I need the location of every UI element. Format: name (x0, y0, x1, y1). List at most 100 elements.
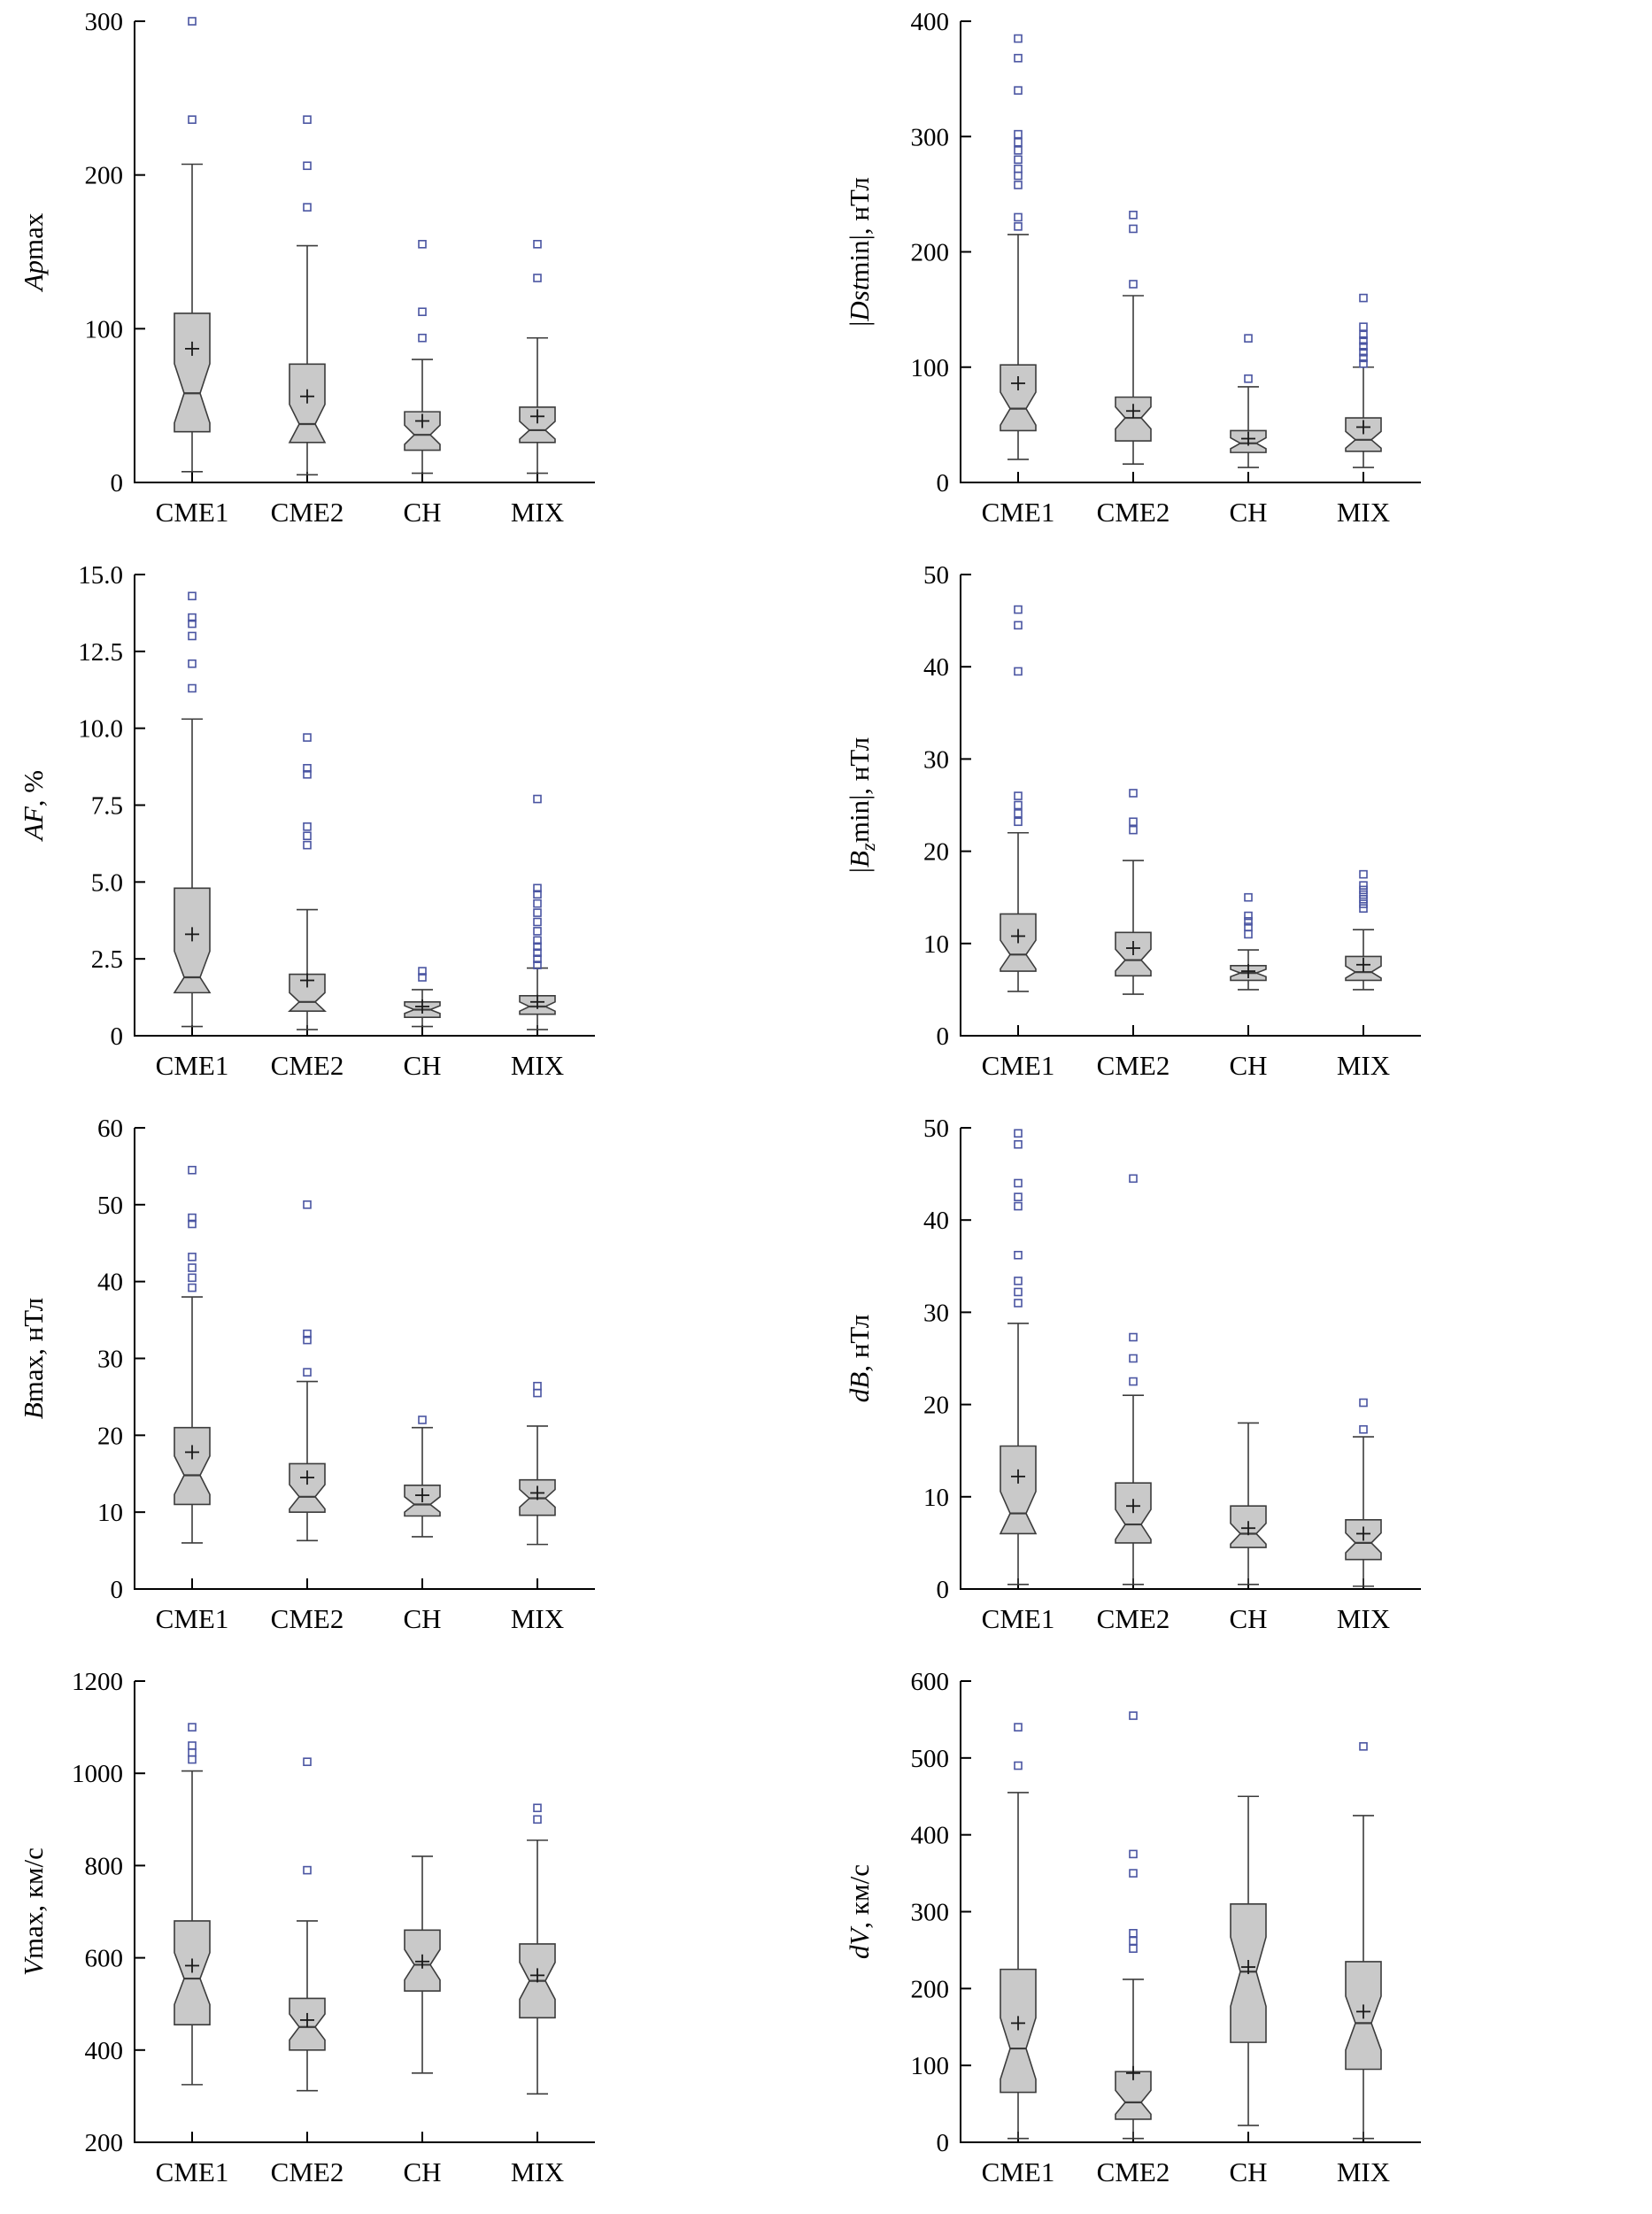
svg-text:200: 200 (85, 162, 124, 190)
svg-text:CH: CH (1229, 2156, 1267, 2187)
svg-text:AF, %: AF, % (18, 770, 49, 842)
svg-text:30: 30 (97, 1346, 123, 1374)
svg-text:dB, нТл: dB, нТл (844, 1315, 875, 1402)
svg-text:CME1: CME1 (156, 497, 229, 528)
svg-text:MIX: MIX (1337, 2156, 1390, 2187)
svg-text:30: 30 (923, 1299, 949, 1327)
svg-text:CME1: CME1 (982, 1603, 1055, 1634)
svg-text:500: 500 (911, 1745, 950, 1773)
svg-text:1000: 1000 (72, 1760, 123, 1788)
svg-text:MIX: MIX (511, 497, 564, 528)
svg-text:dV, км/с: dV, км/с (844, 1864, 875, 1959)
svg-text:300: 300 (911, 1899, 950, 1927)
svg-text:CH: CH (403, 1050, 441, 1081)
svg-text:MIX: MIX (511, 2156, 564, 2187)
panel-vmax: 200 400 600 800 1000 1200 CME1 CME2 CH MIX Vmax, к… (0, 1660, 826, 2213)
svg-text:|Bzmin|, нТл: |Bzmin|, нТл (844, 737, 879, 874)
svg-text:50: 50 (97, 1192, 123, 1220)
svg-text:20: 20 (923, 838, 949, 867)
svg-text:0: 0 (937, 469, 950, 498)
svg-text:800: 800 (85, 1852, 124, 1880)
svg-text:CME1: CME1 (982, 1050, 1055, 1081)
svg-text:20: 20 (97, 1422, 123, 1450)
svg-text:CH: CH (1229, 1603, 1267, 1634)
svg-text:CH: CH (403, 1603, 441, 1634)
svg-text:300: 300 (85, 8, 124, 36)
svg-text:10: 10 (923, 1484, 949, 1512)
svg-text:600: 600 (85, 1945, 124, 1973)
svg-text:|Dstmin|, нТл: |Dstmin|, нТл (844, 177, 875, 327)
svg-text:400: 400 (911, 1822, 950, 1850)
svg-text:MIX: MIX (511, 1050, 564, 1081)
svg-text:400: 400 (911, 8, 950, 36)
chart-af: 0 2.5 5.0 7.5 10.0 12.5 15.0 CME1 CME2 CH MIX AF, % (18, 561, 595, 1081)
panel-apmax: 0 100 200 300 CME1 CME2 CH MIX Apmax (0, 0, 826, 553)
svg-text:CME1: CME1 (982, 497, 1055, 528)
chart-dstmin: 0 100 200 300 400 CME1 CME2 CH MIX |Dstmin|, нТл (844, 8, 1421, 528)
svg-text:CME2: CME2 (271, 2156, 344, 2187)
svg-text:200: 200 (85, 2129, 124, 2157)
svg-text:Apmax: Apmax (18, 212, 49, 292)
svg-text:Bmax, нТл: Bmax, нТл (18, 1298, 49, 1419)
svg-text:CME1: CME1 (156, 1603, 229, 1634)
svg-text:CME2: CME2 (1097, 1603, 1170, 1634)
chart-vmax: 200 400 600 800 1000 1200 CME1 CME2 CH MIX Vmax, к… (18, 1668, 595, 2187)
svg-text:CME1: CME1 (156, 2156, 229, 2187)
svg-text:10: 10 (923, 930, 949, 959)
svg-text:0: 0 (111, 1576, 124, 1604)
svg-text:10: 10 (97, 1499, 123, 1527)
svg-text:50: 50 (923, 561, 949, 590)
svg-text:12.5: 12.5 (78, 638, 123, 667)
svg-text:7.5: 7.5 (91, 792, 123, 821)
svg-text:MIX: MIX (1337, 1603, 1390, 1634)
svg-text:MIX: MIX (1337, 497, 1390, 528)
svg-text:CME2: CME2 (1097, 2156, 1170, 2187)
panel-af: 0 2.5 5.0 7.5 10.0 12.5 15.0 CME1 CME2 CH MIX AF, % (0, 553, 826, 1107)
svg-text:100: 100 (911, 354, 950, 382)
svg-text:0: 0 (937, 1576, 950, 1604)
svg-text:0: 0 (937, 1022, 950, 1051)
svg-text:0: 0 (111, 1022, 124, 1051)
svg-text:CME1: CME1 (982, 2156, 1055, 2187)
svg-text:CH: CH (403, 2156, 441, 2187)
svg-text:CME1: CME1 (156, 1050, 229, 1081)
svg-text:0: 0 (937, 2129, 950, 2157)
svg-text:CME2: CME2 (1097, 1050, 1170, 1081)
svg-text:1200: 1200 (72, 1668, 123, 1696)
svg-text:400: 400 (85, 2037, 124, 2065)
svg-text:CH: CH (1229, 497, 1267, 528)
svg-text:40: 40 (923, 1207, 949, 1235)
svg-text:50: 50 (923, 1115, 949, 1143)
svg-text:CME2: CME2 (1097, 497, 1170, 528)
svg-text:60: 60 (97, 1115, 123, 1143)
chart-bzmin: 0 10 20 30 40 50 CME1 CME2 CH MIX |Bzmin|, нТл (844, 561, 1421, 1081)
panel-bmax: 0 10 20 30 40 50 60 CME1 CME2 CH MIX Bmax, нТл (0, 1107, 826, 1660)
svg-text:20: 20 (923, 1392, 949, 1420)
svg-text:30: 30 (923, 745, 949, 774)
panel-dv: 0 100 200 300 400 500 600 CME1 CME2 CH MIX dV, км/с (826, 1660, 1652, 2213)
svg-text:CH: CH (403, 497, 441, 528)
chart-apmax: 0 100 200 300 CME1 CME2 CH MIX Apmax (18, 8, 595, 528)
svg-text:2.5: 2.5 (91, 945, 123, 974)
svg-text:MIX: MIX (1337, 1050, 1390, 1081)
svg-text:0: 0 (111, 469, 124, 498)
svg-text:100: 100 (911, 2052, 950, 2080)
svg-text:40: 40 (923, 653, 949, 682)
svg-text:Vmax, км/с: Vmax, км/с (18, 1848, 49, 1976)
svg-text:5.0: 5.0 (91, 868, 123, 897)
svg-text:15.0: 15.0 (78, 561, 123, 590)
svg-text:CME2: CME2 (271, 497, 344, 528)
svg-text:200: 200 (911, 1975, 950, 2003)
svg-text:200: 200 (911, 239, 950, 267)
svg-text:CME2: CME2 (271, 1050, 344, 1081)
panel-dstmin: 0 100 200 300 400 CME1 CME2 CH MIX |Dstmin|, нТл (826, 0, 1652, 553)
svg-text:10.0: 10.0 (78, 715, 123, 744)
panel-bzmin: 0 10 20 30 40 50 CME1 CME2 CH MIX |Bzmin|, нТл (826, 553, 1652, 1107)
panel-db: 0 10 20 30 40 50 CME1 CME2 CH MIX dB, нТл (826, 1107, 1652, 1660)
chart-bmax: 0 10 20 30 40 50 60 CME1 CME2 CH MIX Bmax, нТл (18, 1115, 595, 1634)
svg-text:CME2: CME2 (271, 1603, 344, 1634)
chart-dv: 0 100 200 300 400 500 600 CME1 CME2 CH MIX dV, км/с (844, 1668, 1421, 2187)
svg-text:600: 600 (911, 1668, 950, 1696)
svg-text:CH: CH (1229, 1050, 1267, 1081)
